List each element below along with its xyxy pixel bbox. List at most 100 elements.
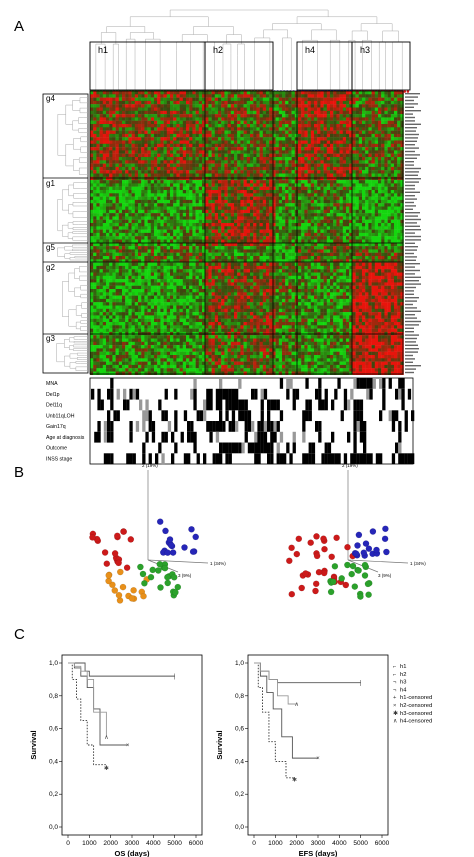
heatmap-cell (355, 137, 359, 141)
heatmap-cell (387, 117, 391, 121)
heatmap-cell (349, 176, 353, 181)
heatmap-cell (208, 180, 212, 184)
heatmap-cell (387, 226, 391, 230)
heatmap-cell (166, 150, 171, 154)
heatmap-cell (288, 143, 292, 148)
heatmap-cell (221, 91, 225, 95)
heatmap-cell (352, 186, 356, 191)
heatmap-cell (317, 190, 321, 194)
heatmap-cell (192, 153, 196, 158)
heatmap-cell (202, 239, 206, 243)
heatmap-cell (301, 110, 305, 115)
heatmap-cell (141, 163, 145, 168)
heatmap-cell (125, 239, 129, 243)
heatmap-cell (166, 157, 171, 161)
heatmap-cell (336, 213, 340, 217)
heatmap-cell (112, 166, 116, 171)
heatmap-cell (326, 206, 331, 210)
heatmap-cell (259, 236, 263, 240)
heatmap-cell (150, 147, 155, 151)
heatmap-cell (301, 133, 305, 138)
heatmap-cell (400, 216, 404, 220)
heatmap-cell (339, 236, 343, 240)
heatmap-cell (205, 239, 209, 243)
heatmap-cell (253, 117, 257, 121)
heatmap-cell (282, 163, 286, 168)
heatmap-cell (189, 213, 193, 217)
heatmap-cell (160, 94, 164, 98)
heatmap-cell (141, 97, 145, 102)
heatmap-cell (275, 176, 279, 181)
heatmap-cell (310, 196, 315, 201)
heatmap-cell (234, 160, 238, 164)
heatmap-cell (259, 196, 263, 201)
heatmap-cell (198, 94, 203, 98)
heatmap-cell (90, 229, 94, 234)
heatmap-cell (307, 104, 311, 108)
heatmap-cell (134, 226, 139, 230)
heatmap-cell (323, 193, 327, 197)
heatmap-cell (243, 137, 247, 141)
heatmap-cell (330, 209, 334, 214)
heatmap-cell (154, 173, 158, 177)
heatmap-cell (272, 91, 276, 95)
heatmap-cell (157, 160, 161, 164)
heatmap-cell (198, 190, 203, 194)
heatmap-cell (365, 120, 369, 125)
heatmap-cell (381, 166, 385, 171)
heatmap-cell (272, 104, 276, 108)
heatmap-cell (160, 239, 164, 243)
heatmap-cell (320, 107, 324, 111)
heatmap-cell (390, 186, 395, 191)
heatmap-cell (333, 223, 337, 227)
heatmap-cell (227, 147, 231, 151)
heatmap-cell (243, 94, 247, 98)
heatmap-cell (166, 223, 171, 227)
heatmap-cell (138, 100, 142, 105)
heatmap-cell (256, 91, 260, 95)
heatmap-cell (138, 203, 142, 207)
heatmap-cell (269, 232, 273, 237)
heatmap-cell (234, 150, 238, 154)
heatmap-cell (362, 173, 366, 177)
heatmap-cell (243, 232, 247, 237)
heatmap-cell (176, 236, 180, 240)
heatmap-cell (93, 173, 97, 177)
heatmap-cell (202, 114, 206, 118)
heatmap-cell (387, 173, 391, 177)
heatmap-cell (157, 203, 161, 207)
heatmap-cell (218, 147, 222, 151)
heatmap-cell (128, 94, 132, 98)
heatmap-cell (202, 236, 206, 240)
heatmap-cell (243, 100, 247, 105)
heatmap-cell (115, 170, 119, 174)
heatmap-cell (339, 130, 343, 135)
heatmap-cell (307, 160, 311, 164)
heatmap-cell (381, 150, 385, 154)
heatmap-cell (320, 232, 324, 237)
heatmap-cell (400, 209, 404, 214)
heatmap-cell (192, 176, 196, 181)
heatmap-cell (400, 124, 404, 128)
heatmap-cell (294, 114, 299, 118)
heatmap-cell (221, 160, 225, 164)
heatmap-cell (192, 190, 196, 194)
heatmap-cell (128, 206, 132, 210)
heatmap-cell (358, 223, 363, 227)
heatmap-cell (323, 209, 327, 214)
heatmap-cell (182, 206, 187, 210)
heatmap-cell (352, 97, 356, 102)
heatmap-cell (342, 213, 347, 217)
heatmap-cell (358, 120, 363, 125)
heatmap-cell (224, 160, 228, 164)
heatmap-cell (368, 236, 372, 240)
heatmap-cell (106, 196, 110, 201)
heatmap-cell (317, 124, 321, 128)
heatmap-cell (301, 209, 305, 214)
heatmap-cell (291, 206, 295, 210)
heatmap-cell (266, 196, 270, 201)
heatmap-cell (362, 209, 366, 214)
heatmap-cell (378, 150, 382, 154)
heatmap-cell (147, 137, 151, 141)
heatmap-cell (304, 229, 308, 234)
